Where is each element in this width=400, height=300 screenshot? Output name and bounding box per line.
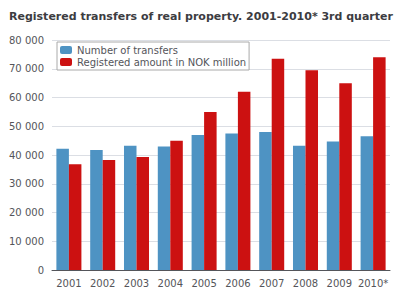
svg-text:2005: 2005 bbox=[191, 278, 216, 289]
svg-text:50 000: 50 000 bbox=[9, 121, 44, 132]
svg-text:2007: 2007 bbox=[259, 278, 284, 289]
svg-text:2006: 2006 bbox=[225, 278, 250, 289]
svg-text:2002: 2002 bbox=[90, 278, 115, 289]
svg-text:0: 0 bbox=[38, 265, 44, 276]
svg-text:10 000: 10 000 bbox=[9, 236, 44, 247]
svg-text:2003: 2003 bbox=[124, 278, 149, 289]
svg-text:Registered transfers of real p: Registered transfers of real property. 2… bbox=[9, 10, 394, 23]
svg-text:2008: 2008 bbox=[293, 278, 318, 289]
svg-text:2010*: 2010* bbox=[358, 278, 388, 289]
svg-text:2004: 2004 bbox=[158, 278, 183, 289]
svg-text:2001: 2001 bbox=[56, 278, 81, 289]
svg-text:30 000: 30 000 bbox=[9, 178, 44, 189]
svg-text:60 000: 60 000 bbox=[9, 92, 44, 103]
svg-text:2009: 2009 bbox=[327, 278, 352, 289]
svg-text:Registered amount in NOK milli: Registered amount in NOK million bbox=[77, 57, 246, 68]
svg-text:20 000: 20 000 bbox=[9, 207, 44, 218]
svg-text:80 000: 80 000 bbox=[9, 35, 44, 46]
svg-text:40 000: 40 000 bbox=[9, 150, 44, 161]
svg-text:70 000: 70 000 bbox=[9, 63, 44, 74]
svg-text:Number of transfers: Number of transfers bbox=[77, 45, 178, 56]
